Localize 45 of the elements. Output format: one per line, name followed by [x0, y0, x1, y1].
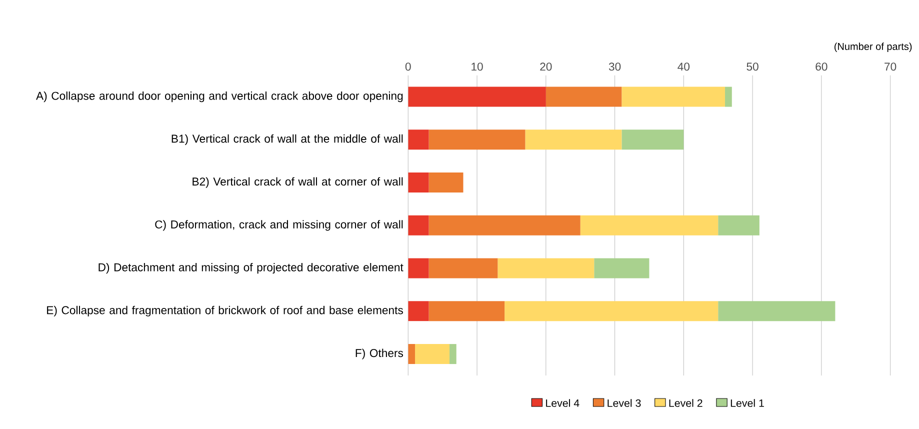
bar: [622, 129, 684, 150]
bar: [408, 129, 429, 150]
bar: [408, 86, 546, 107]
y-tick-label: F) Others: [356, 348, 404, 360]
bar: [428, 172, 464, 192]
y-tick-label: C) Deformation, crack and missing corner of wall: [155, 220, 403, 230]
bar: [428, 129, 526, 150]
bar: [594, 258, 650, 278]
bar: [408, 172, 429, 192]
bar: [408, 258, 429, 278]
bar: [546, 86, 622, 107]
x-tick-label: 0: [405, 62, 411, 70]
x-tick-label: 40: [678, 62, 690, 70]
y-tick-label: B2) Vertical crack of wall at corner of wall: [192, 177, 403, 188]
bar: [428, 215, 580, 236]
bar: [718, 300, 836, 321]
bar: [415, 344, 450, 364]
x-tick-label: 30: [608, 62, 621, 70]
x-tick-label: 20: [540, 62, 552, 70]
bar: [449, 344, 456, 364]
legend-label: Level 3: [608, 398, 641, 407]
bar: [718, 215, 760, 236]
y-tick-label: A) Collapse around door opening and vertical crack above door opening: [36, 91, 403, 102]
y-tick-label: E) Collapse and fragmentation of brickwork of roof and base elements: [47, 306, 403, 316]
x-tick-label: 70: [884, 62, 896, 70]
legend-label: Level 1: [730, 398, 764, 407]
bar: [408, 300, 429, 321]
x-tick-label: 50: [746, 62, 758, 70]
bar: [622, 86, 725, 107]
bar: [428, 258, 498, 278]
bar: [504, 300, 718, 321]
y-tick-label: B1) Vertical crack of wall at the middle of wall: [172, 134, 403, 145]
bar: [408, 215, 429, 236]
legend-label: Level 4: [546, 398, 580, 407]
bar: [580, 215, 718, 236]
x-tick-label: 60: [816, 62, 828, 70]
x-tick-label: 10: [472, 62, 483, 70]
y-tick-label: D) Detachment and missing of projected decorative element: [98, 262, 404, 274]
x-axis-title: (Number of parts): [834, 42, 912, 52]
bar: [525, 129, 622, 150]
bar: [428, 300, 505, 321]
bar: [408, 344, 416, 364]
bar: [724, 86, 732, 107]
legend-label: Level 2: [669, 398, 702, 407]
bar: [498, 258, 594, 278]
